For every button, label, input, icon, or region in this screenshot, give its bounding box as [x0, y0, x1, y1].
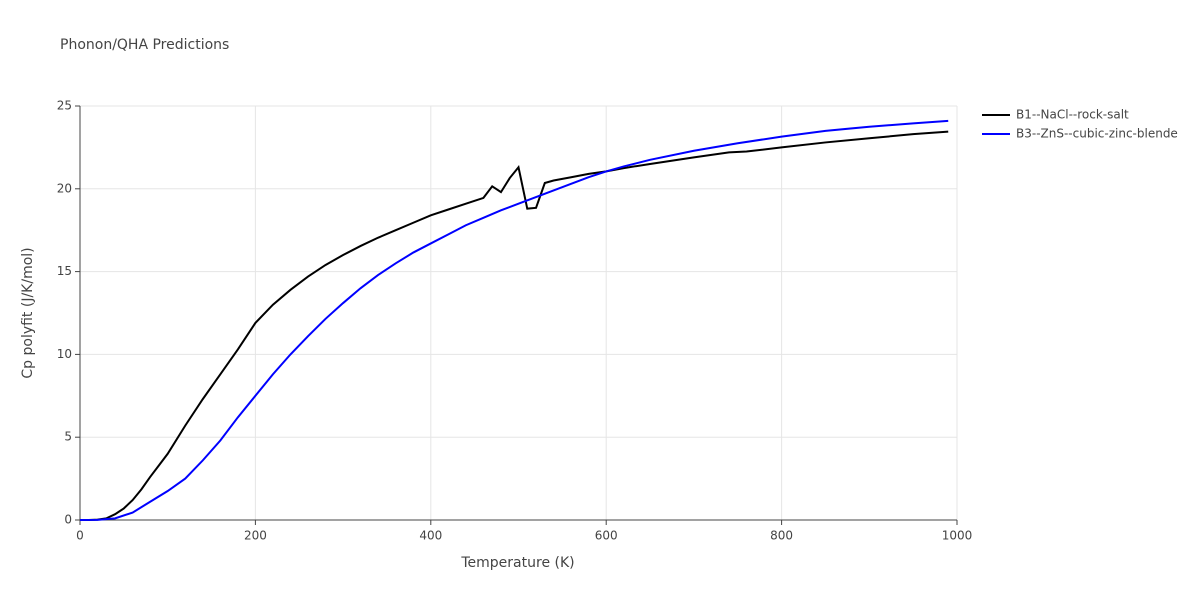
chart-title: Phonon/QHA Predictions: [60, 37, 229, 53]
x-axis-title: Temperature (K): [460, 555, 574, 571]
y-axis-title: Cp polyfit (J/K/mol): [20, 247, 36, 378]
series-line: [79, 119, 949, 521]
y-tick-label: 15: [57, 264, 72, 278]
x-tick-label: 0: [76, 529, 84, 543]
y-tick-label: 5: [64, 430, 72, 444]
y-tick-label: 10: [57, 347, 72, 361]
legend-label: B3--ZnS--cubic-zinc-blende: [1016, 127, 1178, 141]
series-line: [80, 130, 949, 521]
y-tick-label: 25: [57, 99, 72, 113]
x-tick-label: 400: [419, 529, 442, 543]
x-tick-label: 1000: [942, 529, 973, 543]
y-tick-label: 0: [64, 513, 72, 527]
x-tick-label: 600: [595, 529, 618, 543]
legend-label: B1--NaCl--rock-salt: [1016, 108, 1129, 122]
x-tick-label: 800: [770, 529, 793, 543]
x-tick-label: 200: [244, 529, 267, 543]
y-tick-label: 20: [57, 181, 72, 195]
